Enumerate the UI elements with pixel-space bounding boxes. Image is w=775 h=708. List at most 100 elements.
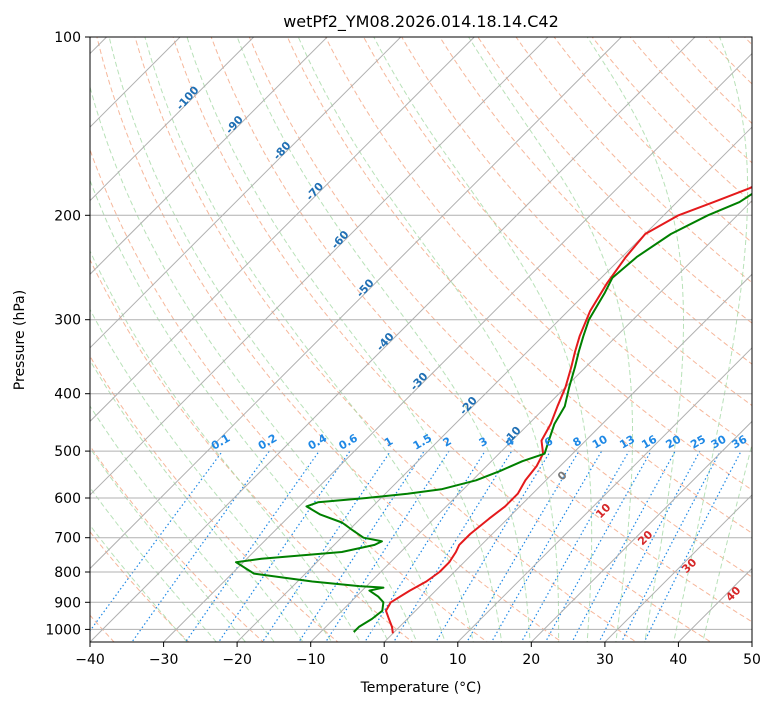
moist-adiabat-label: 40: [723, 584, 743, 604]
dry-adiabat-line: [770, 24, 775, 654]
isotherm-line: [90, 37, 623, 570]
mixing-ratio-label: 0.4: [306, 431, 330, 452]
isotherm-line: [604, 494, 752, 642]
x-axis: −40 −30 −20 −10 0 10 20 30 40 50: [75, 642, 761, 668]
y-tick-label: 200: [54, 208, 81, 224]
dry-adiabat-line: [134, 37, 638, 642]
isotherm-line: [677, 567, 752, 642]
chart-title: wetPf2_YM08.2026.014.18.14.C42: [283, 12, 559, 32]
x-tick-label: −10: [296, 652, 326, 668]
dry-adiabat-line: [90, 355, 339, 642]
x-tick-label: 50: [743, 652, 761, 668]
moist-adiabat-line: [297, 37, 560, 642]
mixing-ratio-label: 13: [617, 433, 637, 452]
dry-adiabat-line: [96, 37, 563, 642]
mixing-ratio-label: 10: [590, 432, 610, 451]
dry-adiabat-line: [90, 531, 190, 642]
dry-adiabat-label: -100: [174, 83, 202, 112]
dry-adiabat-line: [90, 258, 414, 642]
isotherm-line: [90, 37, 328, 275]
dry-adiabat-label: -70: [303, 180, 326, 204]
plot-frame: [89, 36, 753, 643]
moist-adiabat-line: [90, 85, 418, 642]
moist-adiabat-line: [144, 37, 474, 642]
y-axis: 1000 900 800 700 600 500 400 300 200 100: [45, 30, 90, 638]
moist-adiabat-line: [108, 37, 446, 642]
dry-adiabat-line: [667, 37, 752, 125]
dry-adiabat-line: [172, 37, 712, 642]
x-tick-label: 20: [522, 652, 540, 668]
moist-adiabat-line: [373, 37, 593, 642]
mixing-ratio-label: 6: [542, 434, 555, 449]
moist-adiabat-line: [90, 524, 188, 642]
dry-adiabat-line: [248, 37, 752, 578]
moist-adiabat-line: [90, 308, 333, 642]
dry-adiabat-line: [363, 37, 752, 449]
y-axis-label: Pressure (hPa): [12, 290, 28, 390]
y-tick-label: 1000: [45, 622, 81, 638]
moist-adiabat-line: [236, 37, 531, 642]
isotherm-line: [751, 641, 752, 642]
isotherm-line: [309, 199, 752, 642]
dry-adiabat-label: -20: [457, 394, 480, 418]
dry-adiabat-line: [477, 37, 752, 324]
dewpoint-profile: [235, 192, 752, 633]
mixing-ratio-line: [491, 450, 603, 642]
mixing-ratio-line: [131, 450, 270, 642]
dry-adiabat-label: -80: [271, 139, 294, 163]
isotherm-line: [530, 420, 752, 642]
moist-adiabat-label: 30: [679, 556, 699, 576]
moist-adiabat-label: 20: [635, 528, 655, 548]
dry-adiabat-line: [286, 37, 752, 534]
y-tick-label: 100: [54, 30, 81, 46]
isotherm-line: [162, 52, 752, 642]
mixing-ratio-label: 30: [709, 432, 729, 451]
moist-adiabat-line: [673, 37, 749, 642]
mixing-ratio-label: 8: [571, 435, 584, 450]
isotherm-line: [383, 273, 752, 642]
y-tick-label: 600: [54, 491, 81, 507]
sounding-series: [235, 185, 752, 634]
x-tick-label: 40: [669, 652, 687, 668]
moist-adiabat-line: [90, 447, 247, 642]
y-tick-label: 900: [54, 595, 81, 611]
mixing-ratio-line: [544, 450, 652, 642]
isotherm-line: [90, 37, 255, 202]
moist-adiabat-line: [586, 37, 684, 642]
isotherms: [90, 37, 752, 642]
plot-area: 0.1 0.2 0.4 0.6 1 1.5 2 3 4 6 8 10 13 16 20 25 30 36-100-…: [90, 24, 775, 654]
x-tick-label: 0: [380, 652, 389, 668]
isotherm-line: [90, 37, 402, 349]
moist-adiabat-line: [90, 249, 361, 642]
mixing-ratio-line: [620, 450, 721, 642]
dry-adiabat-line: [439, 37, 752, 365]
dry-adiabat-label: -30: [408, 370, 431, 394]
mixing-ratio-label: 1.5: [411, 432, 434, 453]
dry-adiabat-line: [705, 37, 752, 85]
y-tick-label: 800: [54, 565, 81, 581]
temperature-profile: [385, 185, 752, 634]
mixing-ratio-line: [298, 450, 425, 642]
dry-adiabat-label: -10: [501, 424, 524, 448]
dry-adiabat-line: [90, 445, 264, 642]
x-tick-label: −20: [222, 652, 252, 668]
dry-adiabat-label: -50: [354, 276, 377, 300]
x-tick-label: −40: [75, 652, 105, 668]
isotherm-line: [90, 37, 181, 128]
dry-adiabat-label: -40: [374, 330, 397, 354]
y-tick-label: 300: [54, 313, 81, 329]
mixing-ratio-line: [393, 450, 513, 642]
isotherm-line: [90, 37, 476, 423]
mixing-ratio-label: 36: [729, 432, 749, 451]
mixing-ratio-label: 25: [688, 433, 708, 452]
dry-adiabat-line: [90, 148, 488, 642]
isotherm-line: [457, 347, 752, 642]
x-tick-label: −30: [149, 652, 179, 668]
y-tick-label: 400: [54, 387, 81, 403]
x-tick-label: 30: [596, 652, 614, 668]
dry-adiabat-line: [515, 37, 752, 284]
mixing-ratio-label: 3: [477, 435, 490, 450]
isotherm-line: [236, 126, 752, 642]
mixing-ratio-label: 0.2: [256, 432, 279, 453]
moist-adiabat-line: [90, 486, 218, 642]
